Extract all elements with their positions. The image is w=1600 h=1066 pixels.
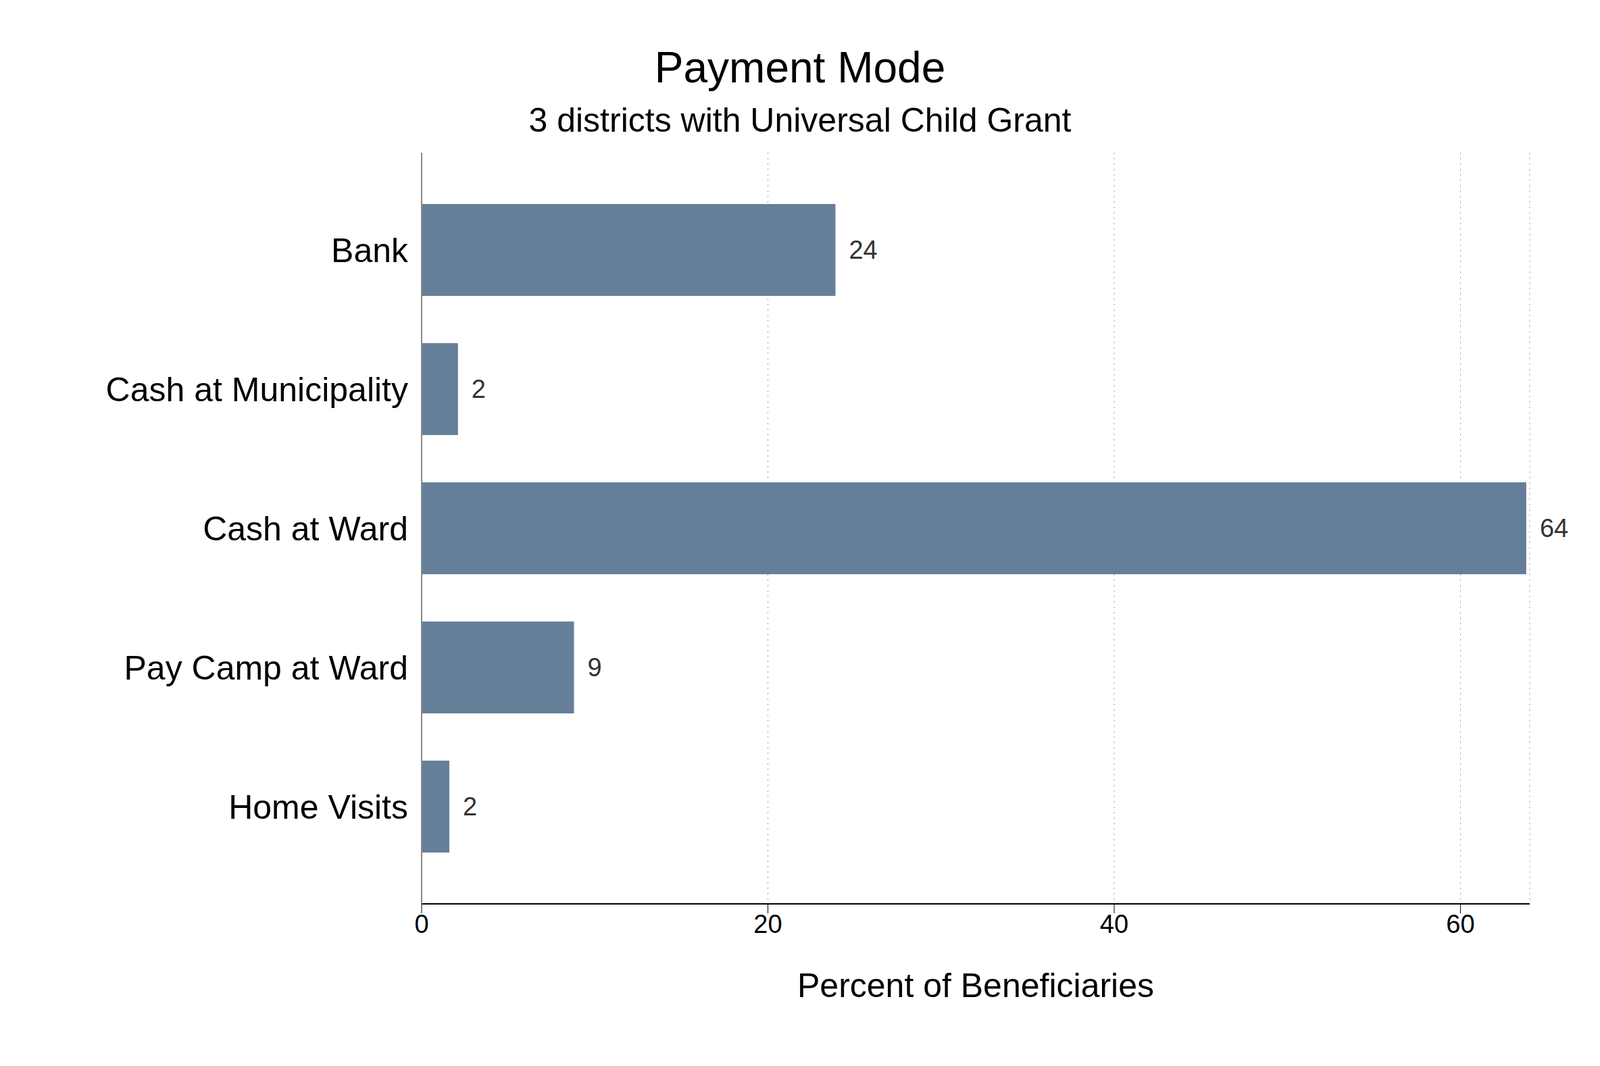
svg-text:24: 24	[848, 235, 878, 265]
svg-text:Percent of Beneficiaries: Percent of Beneficiaries	[797, 966, 1155, 1005]
svg-text:9: 9	[587, 653, 603, 682]
svg-text:60: 60	[1445, 910, 1475, 939]
svg-text:Pay Camp at Ward: Pay Camp at Ward	[123, 649, 409, 688]
svg-text:Bank: Bank	[331, 231, 409, 270]
svg-text:2: 2	[462, 792, 478, 821]
svg-text:0: 0	[414, 910, 429, 939]
svg-text:Cash at Ward: Cash at Ward	[202, 510, 409, 548]
html-text:Payment Mode: Payment Mode	[654, 43, 946, 92]
svg-text:20: 20	[753, 910, 782, 939]
svg-text:2: 2	[471, 375, 486, 404]
svg-text:40: 40	[1100, 910, 1129, 939]
svg-text:Home Visits: Home Visits	[228, 788, 409, 827]
svg-text:64: 64	[1539, 514, 1569, 543]
svg-text:Cash at Municipality: Cash at Municipality	[106, 370, 409, 409]
html-text:3 districts with Universal Chi: 3 districts with Universal Child Grant	[528, 101, 1072, 140]
